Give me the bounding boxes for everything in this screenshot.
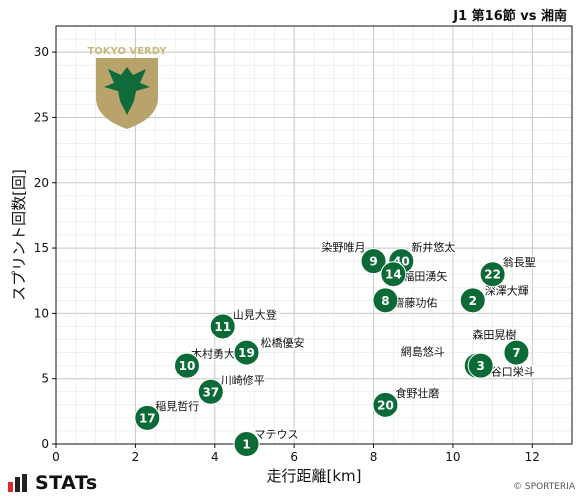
y-tick-label: 10	[34, 306, 49, 320]
player-marker	[197, 378, 224, 405]
player-marker	[233, 431, 260, 457]
y-tick-label: 20	[34, 176, 49, 190]
copyright: © SPORTERIA	[513, 482, 575, 492]
player-number: 2	[469, 294, 477, 308]
player-name-label: 染野唯月	[322, 240, 366, 254]
x-tick-label: 2	[132, 450, 140, 464]
player-marker	[459, 287, 486, 314]
player-number: 20	[377, 398, 394, 412]
player-marker	[360, 248, 387, 275]
y-axis-label: スプリント回数[回]	[10, 169, 28, 301]
y-tick-label: 25	[34, 110, 49, 124]
player-marker	[233, 339, 260, 366]
stats-bars-icon	[8, 474, 27, 492]
player-marker	[467, 352, 494, 379]
player-number: 9	[369, 255, 377, 269]
player-name-label: 森田晃樹	[472, 328, 516, 342]
player-name-label: 山見大登	[233, 307, 277, 321]
player-marker	[134, 404, 161, 431]
eagle-icon	[104, 67, 150, 115]
player-number: 22	[484, 268, 501, 282]
x-tick-label: 4	[211, 450, 219, 464]
x-tick-label: 12	[525, 450, 540, 464]
player-name-label: 川崎修平	[221, 373, 265, 387]
y-tick-label: 15	[34, 241, 49, 255]
player-number: 1	[242, 438, 250, 452]
player-number: 7	[512, 346, 520, 360]
x-tick-label: 10	[445, 450, 460, 464]
player-name-label: 谷口栄斗	[491, 365, 535, 379]
team-logo-text: TOKYO VERDY	[87, 46, 167, 57]
player-name-label: マテウス	[255, 428, 299, 441]
player-marker	[173, 352, 200, 379]
y-tick-label: 30	[34, 45, 49, 59]
team-logo: TOKYO VERDY	[87, 46, 167, 129]
player-number: 17	[139, 411, 156, 425]
player-number: 8	[381, 294, 389, 308]
stats-logo: STATs	[8, 472, 98, 494]
player-name-label: 木村勇大	[191, 347, 235, 361]
player-name-label: 福田湧矢	[403, 269, 447, 283]
player-name-label: 食野壮磨	[395, 386, 439, 400]
player-number: 14	[385, 268, 402, 282]
y-tick-label: 0	[41, 437, 49, 451]
player-marker	[479, 261, 506, 288]
player-name-label: 齋藤功佑	[393, 295, 437, 309]
player-marker	[503, 339, 530, 366]
player-marker	[372, 391, 399, 418]
x-tick-label: 8	[370, 450, 378, 464]
player-name-label: 翁長聖	[503, 255, 536, 269]
player-name-label: 新井悠太	[411, 240, 455, 254]
player-marker	[372, 287, 399, 314]
player-number: 19	[238, 346, 255, 360]
player-number: 37	[202, 385, 219, 399]
player-marker	[380, 261, 407, 288]
plot-frame	[55, 25, 573, 445]
player-number: 10	[179, 359, 196, 373]
x-tick-label: 6	[290, 450, 298, 464]
x-tick-label: 0	[52, 450, 60, 464]
player-number: 11	[214, 320, 231, 334]
player-name-label: 稲見哲行	[155, 400, 199, 413]
y-tick-label: 5	[41, 372, 49, 386]
stats-brand: STATs	[35, 472, 98, 494]
match-title: J1 第16節 vs 湘南	[453, 9, 567, 24]
x-axis-label: 走行距離[km]	[266, 467, 361, 485]
player-number: 3	[477, 359, 485, 373]
player-marker	[209, 313, 236, 340]
player-name-label: 松橋優安	[261, 336, 305, 350]
player-name-label: 網島悠斗	[401, 345, 445, 359]
